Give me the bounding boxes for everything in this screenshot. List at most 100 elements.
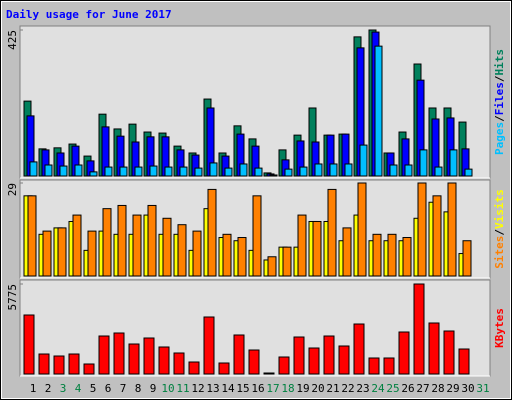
x-tick-label: 31 [476,382,489,395]
legend: KBytes [493,308,506,348]
x-tick-label: 25 [386,382,399,395]
x-tick-label: 2 [45,382,52,395]
bar [323,335,335,375]
bar [44,164,53,177]
x-tick-label: 24 [371,382,385,395]
bar [443,330,455,375]
x-tick-label: 14 [221,382,235,395]
bar [299,166,308,177]
legend-separator: / [493,115,506,122]
bar [158,346,170,375]
x-tick-label: 21 [326,382,339,395]
bar [458,348,470,375]
bar [128,343,140,375]
bar [387,233,397,277]
x-tick-label: 16 [251,382,264,395]
legend-separator: / [493,75,506,82]
bar [27,195,37,277]
bar [282,246,292,277]
bar [134,166,143,177]
x-tick-label: 18 [281,382,294,395]
bar [389,164,398,177]
legend-entry: Sites [493,236,506,269]
x-tick-label: 7 [120,382,127,395]
bar [248,349,260,375]
bar [434,166,443,177]
bar [222,233,232,277]
bar [402,237,412,277]
bar [132,214,142,277]
bar [314,163,323,177]
bar [419,149,428,177]
bar [428,322,440,375]
x-tick-label: 17 [266,382,279,395]
bar [372,233,382,277]
x-tick-label: 4 [75,382,82,395]
bar [104,166,113,177]
bar [417,182,427,277]
x-tick-label: 28 [431,382,444,395]
bar [263,372,275,375]
bar [329,163,338,177]
bar [38,353,50,375]
bar [194,167,203,177]
y-tick-label: 425 [6,30,19,50]
bar [98,335,110,375]
bar [233,334,245,375]
bar [398,331,410,375]
legend: Sites/Visits [493,189,506,269]
bar [179,166,188,177]
legend-entry: Files [493,82,506,115]
x-tick-label: 22 [341,382,354,395]
bar [29,161,38,177]
bar [342,227,352,277]
bar [102,208,112,277]
bar [447,182,457,277]
bar [383,357,395,375]
bar [327,188,337,277]
bar [164,166,173,177]
bar [239,163,248,177]
bar [404,164,413,177]
bar [359,144,368,177]
bar [203,316,215,375]
bar [68,353,80,375]
bar [462,240,472,277]
bar [224,167,233,177]
bar [237,237,247,277]
bar [23,314,35,375]
x-tick-label: 20 [311,382,324,395]
legend-entry: Hits [493,49,506,76]
x-tick-label: 29 [446,382,459,395]
bar [113,332,125,375]
bar [254,167,263,177]
bar [297,214,307,277]
bar [117,204,127,277]
bar [269,174,278,177]
x-tick-label: 13 [206,382,219,395]
bar [284,168,293,177]
x-tick-label: 5 [90,382,97,395]
bar [207,188,217,277]
bar [353,323,365,375]
bar [293,336,305,375]
bar [177,224,187,277]
bar [252,195,262,277]
bar [119,166,128,177]
x-tick-label: 15 [236,382,249,395]
y-tick-label: 29 [6,183,19,196]
bar [338,345,350,375]
bar [149,165,158,177]
x-tick-label: 26 [401,382,414,395]
bar [449,149,458,177]
bar [192,230,202,277]
bar [344,163,353,177]
legend-entry: Visits [493,189,506,229]
x-tick-label: 30 [461,382,474,395]
bar [162,217,172,277]
bar [83,363,95,375]
bar [53,355,65,375]
bar [42,230,52,277]
